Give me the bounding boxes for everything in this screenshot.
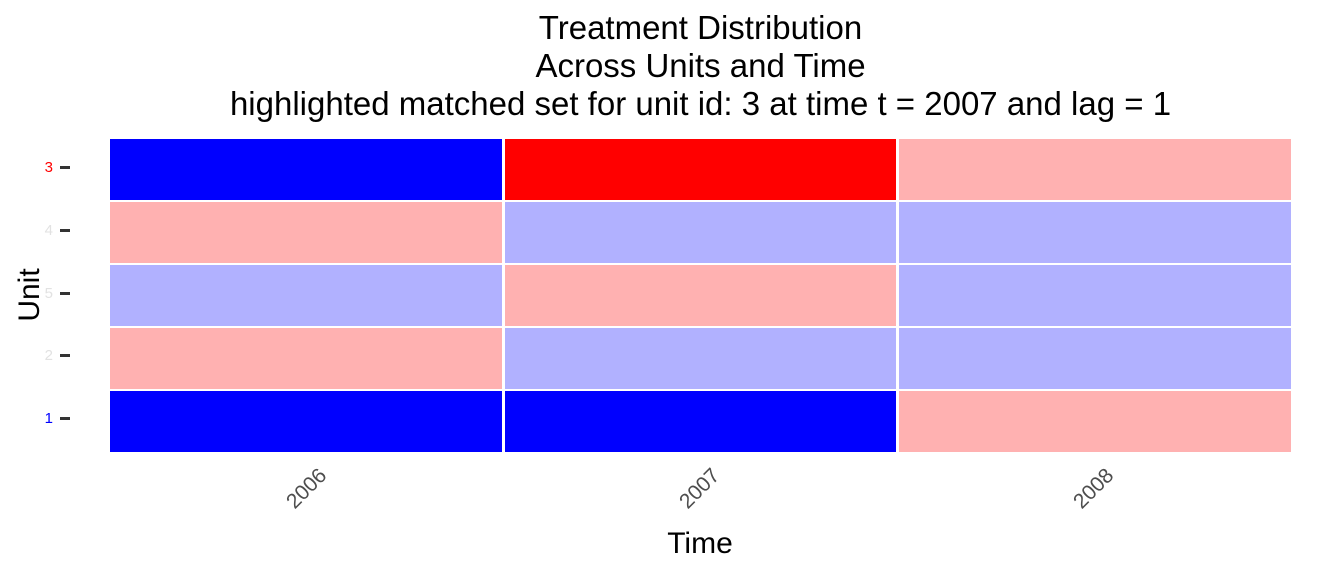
tile-unit2-2006 <box>110 328 502 389</box>
chart-title-line-1: Treatment Distribution <box>538 9 863 46</box>
x-axis-title: Time <box>667 527 733 560</box>
tile-unit5-2008 <box>899 265 1291 326</box>
tile-unit1-2008 <box>899 391 1291 452</box>
tile-unit3-2008 <box>899 139 1291 200</box>
y-tick-mark <box>60 292 70 295</box>
heatmap-panel <box>110 139 1291 452</box>
y-tick-label-4: 4 <box>44 222 53 239</box>
tile-unit3-2007 <box>504 139 897 200</box>
chart-title-line-3: highlighted matched set for unit id: 3 a… <box>229 85 1172 122</box>
x-tick-label-2008: 2008 <box>1068 463 1119 514</box>
tile-unit4-2006 <box>110 202 502 263</box>
tile-unit5-2006 <box>110 265 502 326</box>
x-tick-label-2006: 2006 <box>281 463 332 514</box>
chart-title: Treatment Distribution Across Units and … <box>110 9 1291 123</box>
y-tick-mark <box>60 229 70 232</box>
tile-unit5-2007 <box>504 265 897 326</box>
tile-unit2-2008 <box>899 328 1291 389</box>
tile-unit4-2008 <box>899 202 1291 263</box>
y-tick-label-5: 5 <box>44 285 53 302</box>
y-tick-label-3: 3 <box>44 159 53 176</box>
tile-unit4-2007 <box>504 202 897 263</box>
chart-title-line-2: Across Units and Time <box>535 47 866 84</box>
y-tick-mark <box>60 417 70 420</box>
y-tick-label-2: 2 <box>44 347 53 364</box>
tile-unit1-2006 <box>110 391 502 452</box>
y-tick-label-1: 1 <box>44 410 53 427</box>
tile-unit1-2007 <box>504 391 897 452</box>
y-tick-mark <box>60 166 70 169</box>
y-tick-mark <box>60 354 70 357</box>
tile-unit2-2007 <box>504 328 897 389</box>
x-tick-label-2007: 2007 <box>674 463 725 514</box>
tile-unit3-2006 <box>110 139 502 200</box>
